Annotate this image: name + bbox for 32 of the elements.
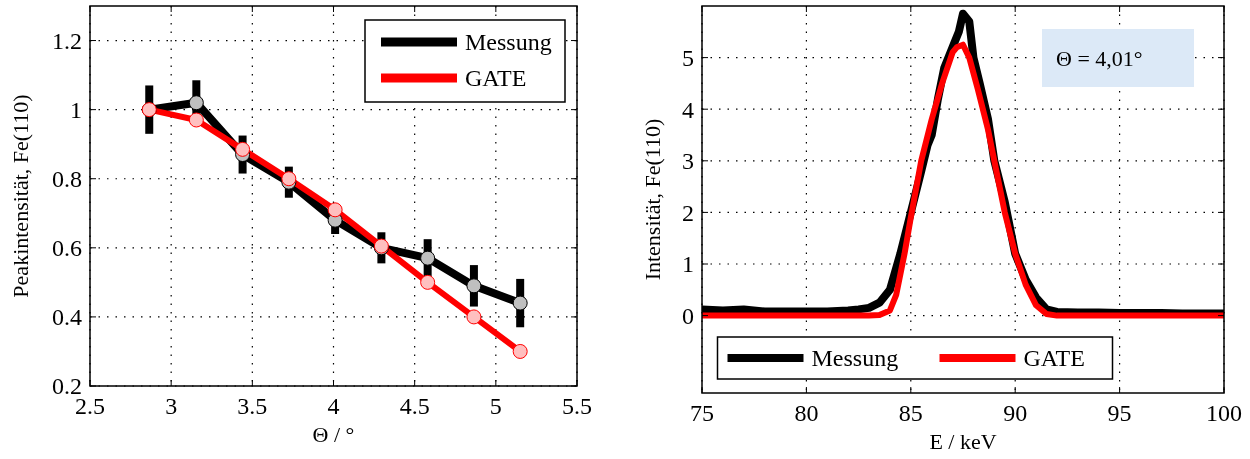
x-tick-label: 75 xyxy=(690,400,714,426)
x-tick-label: 4 xyxy=(327,393,340,419)
x-tick-label: 5 xyxy=(489,393,502,419)
x-axis-title: E / keV xyxy=(929,429,997,454)
x-tick-label: 5.5 xyxy=(562,393,592,419)
y-tick-label: 0.4 xyxy=(52,304,82,331)
legend-label: Messung xyxy=(465,29,552,56)
legend-label: GATE xyxy=(1023,345,1085,372)
x-axis-title: Θ / ° xyxy=(312,422,355,447)
y-tick-label: 1 xyxy=(682,251,694,278)
x-tick-label: 3.5 xyxy=(237,393,268,419)
y-tick-label: 3 xyxy=(682,148,694,175)
x-tick-label: 85 xyxy=(898,400,923,426)
legend-label: Messung xyxy=(811,345,899,372)
x-tick-label: 100 xyxy=(1206,400,1242,426)
y-tick-label: 4 xyxy=(682,96,694,123)
annotation: Θ = 4,01° xyxy=(1056,45,1143,71)
y-axis-title: Intensität, Fe(110) xyxy=(640,118,665,281)
y-tick-label: 0.8 xyxy=(52,166,82,193)
y-tick-label: 2 xyxy=(682,199,694,226)
y-tick-label: 0.6 xyxy=(52,235,82,262)
y-tick-label: 1.2 xyxy=(52,27,82,54)
y-tick-label: 5 xyxy=(682,45,694,71)
y-tick-label: 1 xyxy=(70,97,82,124)
y-tick-label: 0 xyxy=(682,303,694,329)
x-tick-label: 80 xyxy=(794,400,819,426)
x-tick-label: 3 xyxy=(165,393,178,419)
x-tick-label: 95 xyxy=(1107,400,1132,426)
legend-label: GATE xyxy=(465,65,527,92)
x-tick-label: 90 xyxy=(1003,400,1028,426)
y-axis-title: Peakintensität, Fe(110) xyxy=(8,94,33,298)
x-tick-label: 4.5 xyxy=(399,393,430,419)
